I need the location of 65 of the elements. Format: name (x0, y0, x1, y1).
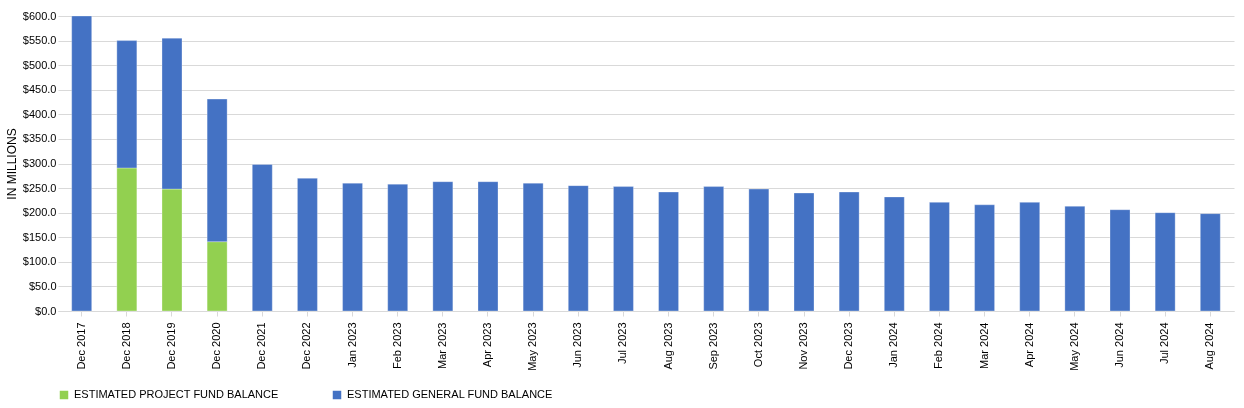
bar (387, 183, 409, 312)
x-tick-label: Jan 2023 (345, 322, 358, 368)
x-tick-label: Sep 2023 (706, 322, 719, 370)
x-tick-label: Oct 2023 (751, 322, 764, 368)
bar (1109, 209, 1131, 312)
bar (342, 182, 363, 312)
bar (1154, 212, 1176, 312)
bar (477, 181, 499, 312)
y-tick-label: $0.0 (35, 304, 57, 317)
bar (748, 188, 770, 312)
bar (658, 191, 679, 312)
x-tick-label: Jan 2024 (887, 322, 900, 368)
y-tick-label: $50.0 (28, 279, 57, 292)
y-tick-label: $150.0 (22, 230, 57, 243)
x-tick-label: Jul 2023 (616, 322, 629, 365)
bar (974, 204, 995, 312)
x-tick-label: Mar 2024 (977, 322, 990, 369)
x-tick-label: Dec 2017 (74, 322, 87, 370)
bar (1064, 205, 1086, 312)
bar (703, 186, 725, 312)
x-tick-label: May 2023 (526, 322, 539, 371)
bar (297, 177, 318, 312)
y-tick-label: $300.0 (22, 157, 57, 169)
bar (71, 15, 92, 312)
y-tick-label: $450.0 (22, 83, 57, 96)
x-tick-label: Apr 2023 (481, 322, 493, 368)
bar (522, 182, 544, 312)
bar (1200, 213, 1221, 312)
x-tick-label: Feb 2023 (390, 322, 403, 369)
x-tick-label: Dec 2020 (210, 322, 223, 370)
y-tick-label: $100.0 (22, 255, 57, 268)
y-axis-title: IN MILLIONS (4, 128, 19, 200)
x-tick-label: Aug 2024 (1203, 322, 1216, 370)
x-tick-label: Dec 2018 (119, 322, 132, 370)
bar (929, 202, 950, 312)
y-tick-label: $350.0 (22, 132, 57, 145)
legend-label: ESTIMATED PROJECT FUND BALANCE (74, 388, 279, 400)
x-tick-label: Nov 2023 (797, 322, 809, 370)
y-tick-label: $200.0 (22, 206, 57, 219)
x-tick-label: Dec 2022 (300, 322, 313, 370)
bar (251, 164, 273, 312)
bar (567, 185, 589, 312)
y-tick-label: $550.0 (22, 34, 57, 47)
x-tick-label: Jun 2023 (571, 322, 584, 368)
bar (838, 191, 860, 312)
x-tick-label: Jul 2024 (1158, 322, 1171, 365)
bar (793, 192, 815, 312)
x-tick-label: Aug 2023 (661, 322, 674, 370)
bar (883, 196, 905, 312)
x-tick-label: Dec 2023 (842, 322, 855, 370)
x-tick-label: Apr 2024 (1022, 322, 1035, 368)
bar (613, 186, 634, 312)
y-tick-label: $250.0 (22, 181, 57, 194)
x-tick-label: May 2024 (1067, 322, 1080, 371)
bar (1019, 202, 1041, 312)
x-tick-label: Mar 2023 (435, 322, 448, 369)
y-tick-label: $500.0 (22, 58, 57, 71)
y-tick-label: $400.0 (22, 107, 57, 120)
x-tick-label: Feb 2024 (932, 322, 945, 369)
x-tick-label: Dec 2019 (164, 322, 177, 370)
x-tick-label: Dec 2021 (255, 322, 268, 370)
bar (432, 181, 454, 312)
y-tick-label: $600.0 (22, 9, 57, 22)
x-tick-label: Jun 2024 (1113, 322, 1126, 368)
legend-label: ESTIMATED GENERAL FUND BALANCE (347, 388, 553, 400)
